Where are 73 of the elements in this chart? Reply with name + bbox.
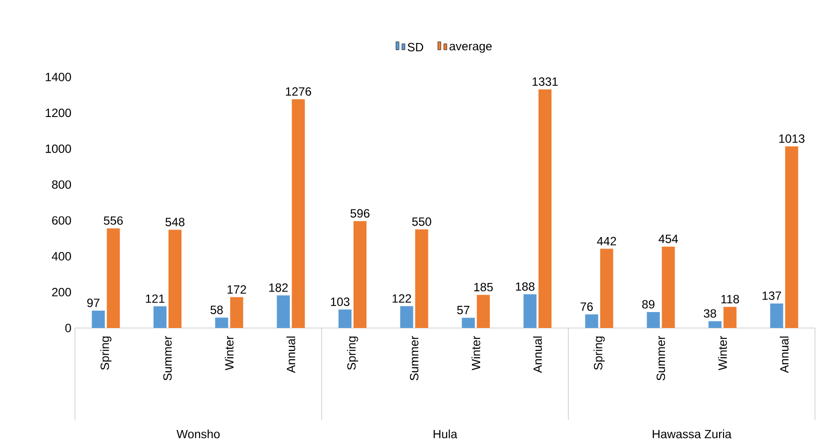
bar [462,318,475,328]
legend-label: average [450,44,492,53]
bar [215,318,228,328]
bar [476,294,490,328]
data-label: 103 [330,298,350,306]
data-label: 556 [104,216,123,225]
data-label: 38 [704,309,716,318]
x-tick-label: Summer [163,336,172,380]
data-label: 1013 [779,134,804,143]
x-tick-label: Spring [594,336,605,370]
y-tick-label: 800 [52,180,72,189]
bar [724,306,737,328]
bar [600,248,614,328]
bar [785,146,798,328]
x-tick-label: Winter [224,336,234,370]
data-label: 188 [516,282,534,291]
bar [92,310,105,328]
bar [662,246,675,328]
y-tick-label: 600 [52,216,72,225]
text: Hawassa Zuria [652,430,732,438]
data-label: 57 [457,306,470,314]
x-tick-label: Summer [656,336,666,380]
bar [585,314,598,328]
y-tick-label: 0 [65,324,72,332]
text: Wonsho [176,430,220,438]
bar [292,99,305,328]
bar [770,303,784,328]
bar [338,310,352,328]
data-label: 1276 [286,87,312,96]
data-label: 442 [596,236,616,246]
data-label: 137 [762,291,782,300]
data-label: 122 [392,294,412,303]
y-tick-label: 1000 [46,144,72,153]
data-label: 118 [721,294,740,304]
data-label: 97 [87,298,100,308]
data-label: 182 [269,283,288,292]
x-tick-label: Summer [410,336,418,380]
bar [708,321,722,328]
x-tick-label: Annual [286,336,296,373]
data-label: 121 [146,294,164,303]
data-label: 58 [210,306,223,314]
y-tick-label: 400 [52,252,72,261]
data-label: 76 [580,302,593,311]
data-label: 548 [166,218,184,226]
x-tick-label: Spring [100,336,112,370]
bar [415,229,428,328]
data-label: 172 [228,285,246,294]
data-label: 596 [350,209,370,218]
y-tick-label: 1200 [46,108,72,118]
bar [276,295,290,328]
legend-label: SD [408,42,424,52]
data-label: 550 [412,217,432,226]
y-tick-label: 1400 [46,72,72,82]
data-label: 454 [658,234,678,244]
x-tick-label: Annual [780,336,789,373]
bar [354,221,366,328]
bar [646,312,660,328]
bar [154,306,167,328]
x-tick-label: Annual [533,336,542,373]
bar [538,89,552,328]
x-tick-label: Spring [346,336,358,370]
text: Hula [434,430,458,438]
x-tick-label: Winter [718,336,727,370]
y-tick-label: 200 [52,288,72,296]
data-label: 1331 [532,77,558,86]
bar [230,297,244,328]
bar [400,306,414,328]
x-tick-label: Winter [471,336,480,370]
bar [106,228,120,328]
bar [524,294,537,328]
data-label: 185 [474,282,493,292]
data-label: 89 [642,300,654,309]
bar [168,230,182,328]
